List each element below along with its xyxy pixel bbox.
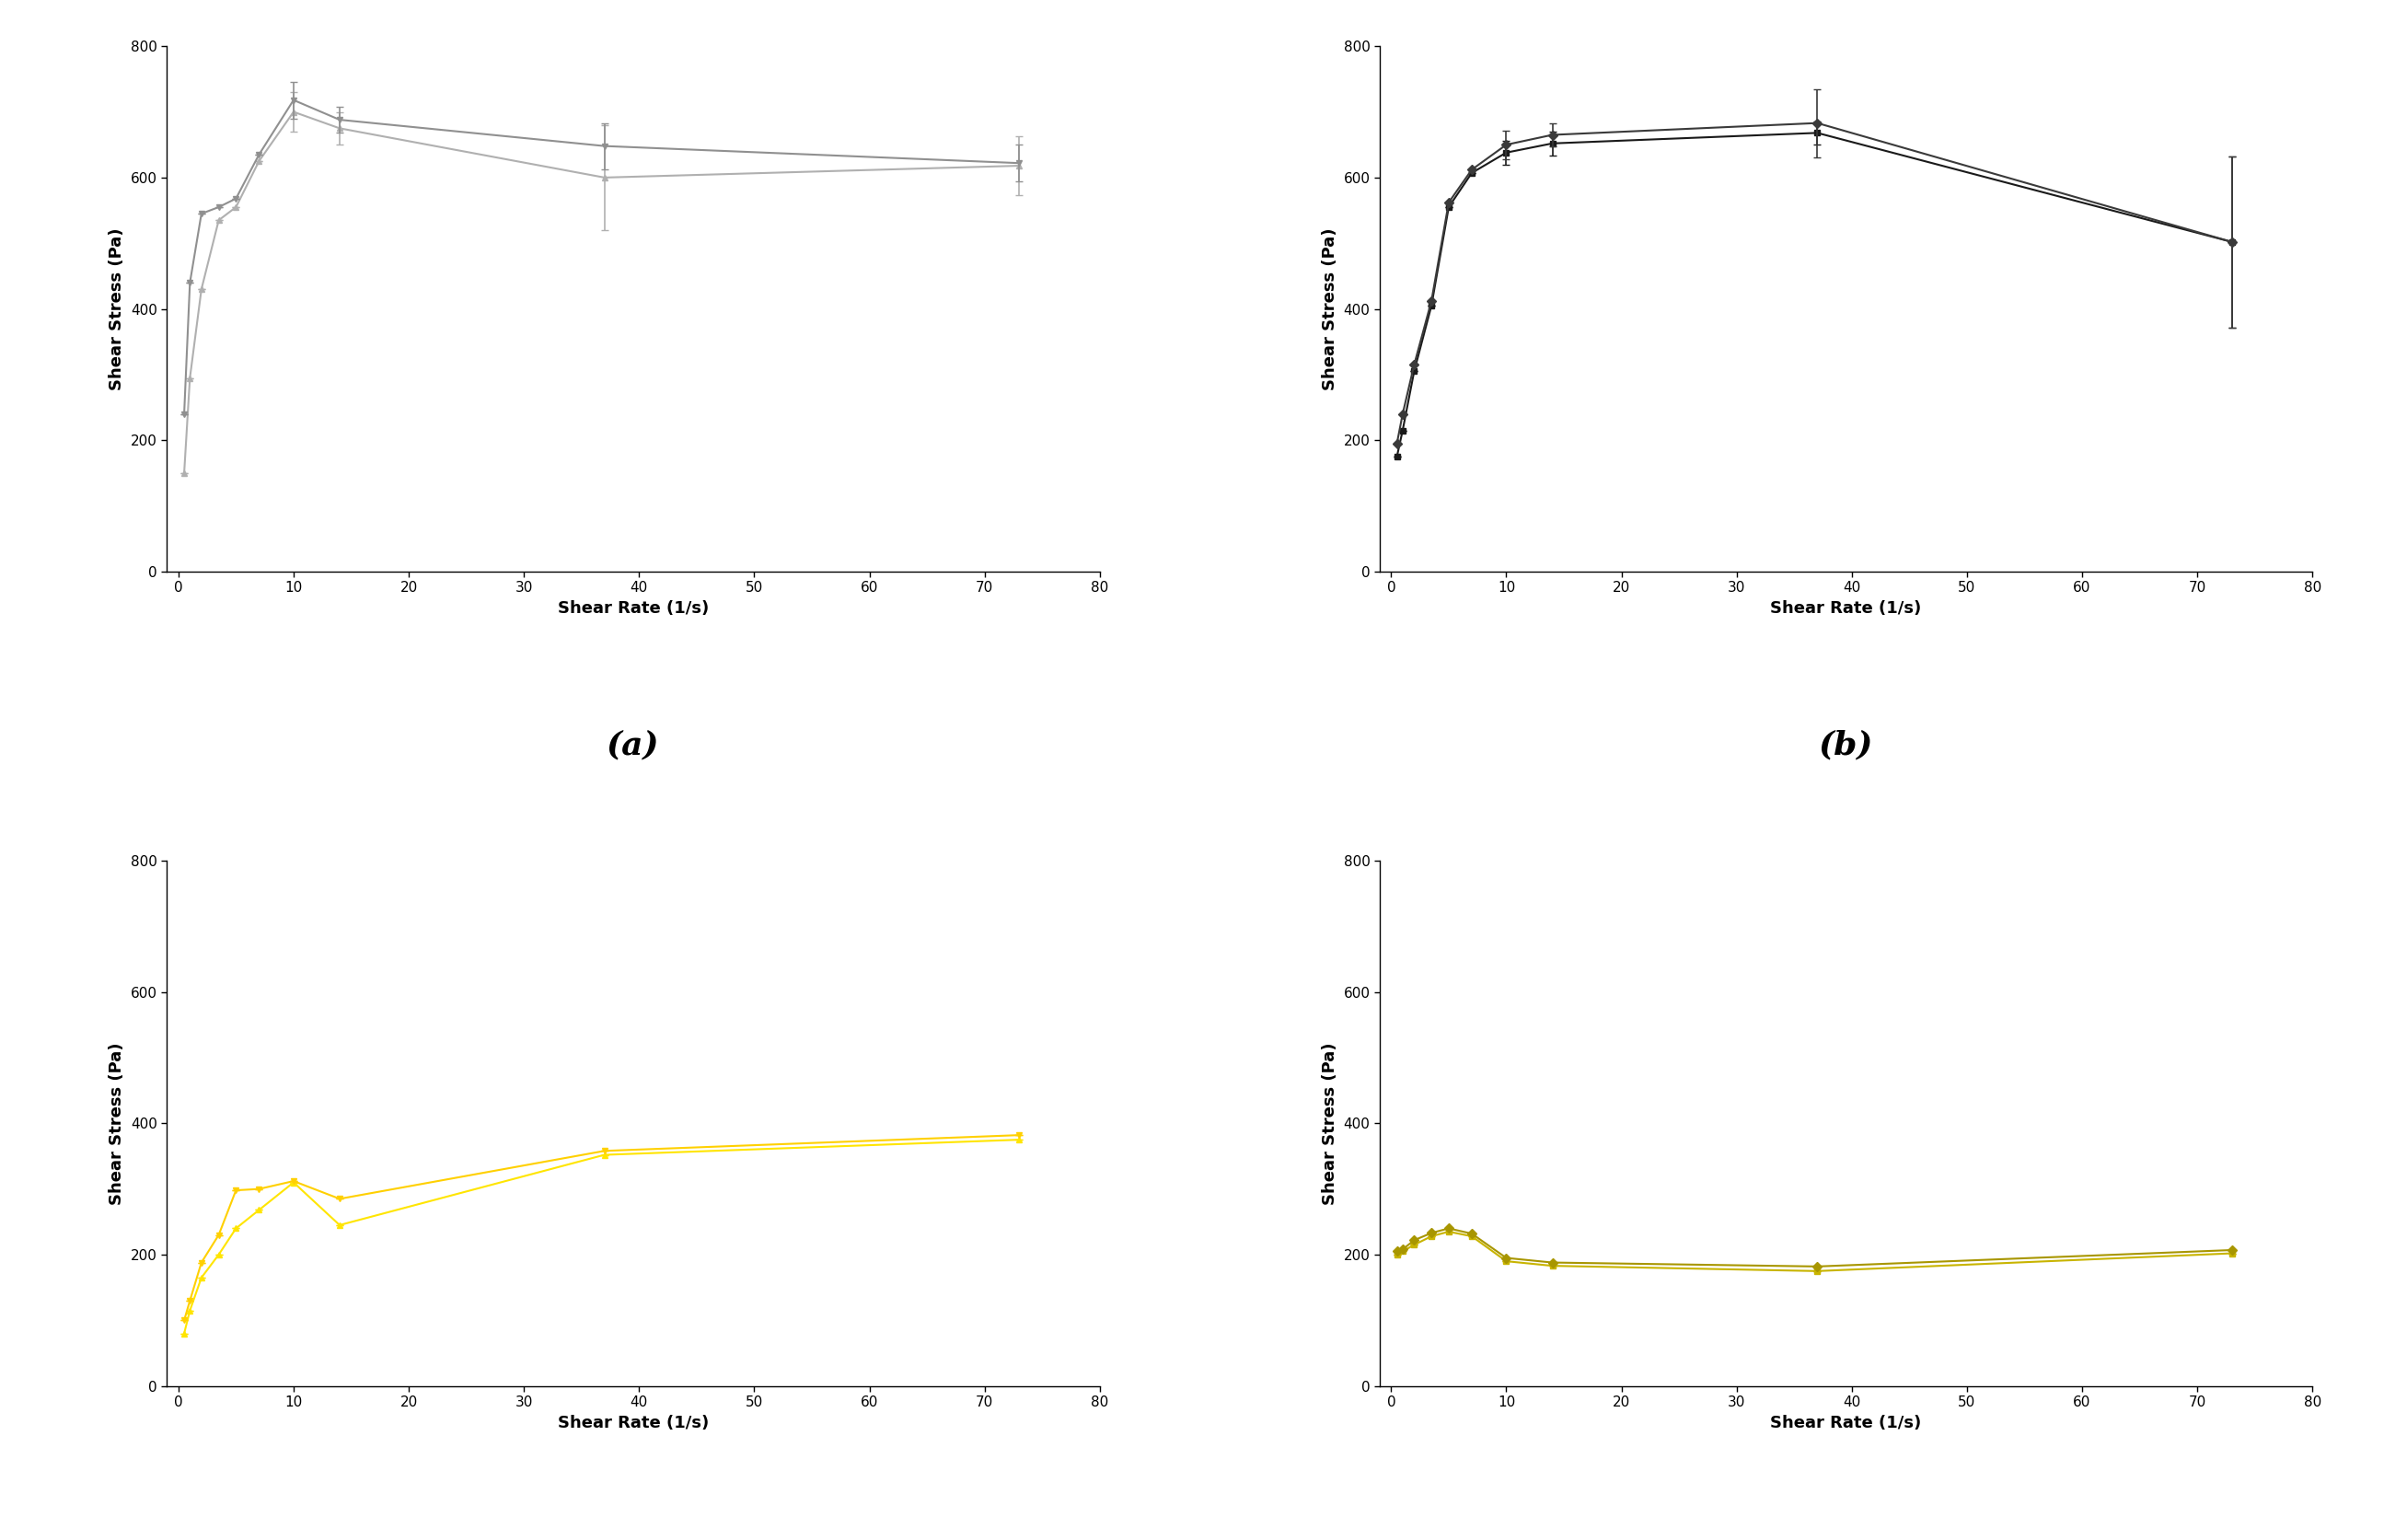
X-axis label: Shear Rate (1/s): Shear Rate (1/s) [558, 601, 708, 616]
Text: (a): (a) [608, 730, 660, 761]
Y-axis label: Shear Stress (Pa): Shear Stress (Pa) [1321, 228, 1337, 390]
X-axis label: Shear Rate (1/s): Shear Rate (1/s) [1771, 601, 1922, 616]
X-axis label: Shear Rate (1/s): Shear Rate (1/s) [558, 1415, 708, 1431]
Y-axis label: Shear Stress (Pa): Shear Stress (Pa) [110, 228, 126, 390]
Y-axis label: Shear Stress (Pa): Shear Stress (Pa) [110, 1043, 126, 1204]
Text: (b): (b) [1819, 730, 1874, 761]
X-axis label: Shear Rate (1/s): Shear Rate (1/s) [1771, 1415, 1922, 1431]
Y-axis label: Shear Stress (Pa): Shear Stress (Pa) [1321, 1043, 1337, 1204]
